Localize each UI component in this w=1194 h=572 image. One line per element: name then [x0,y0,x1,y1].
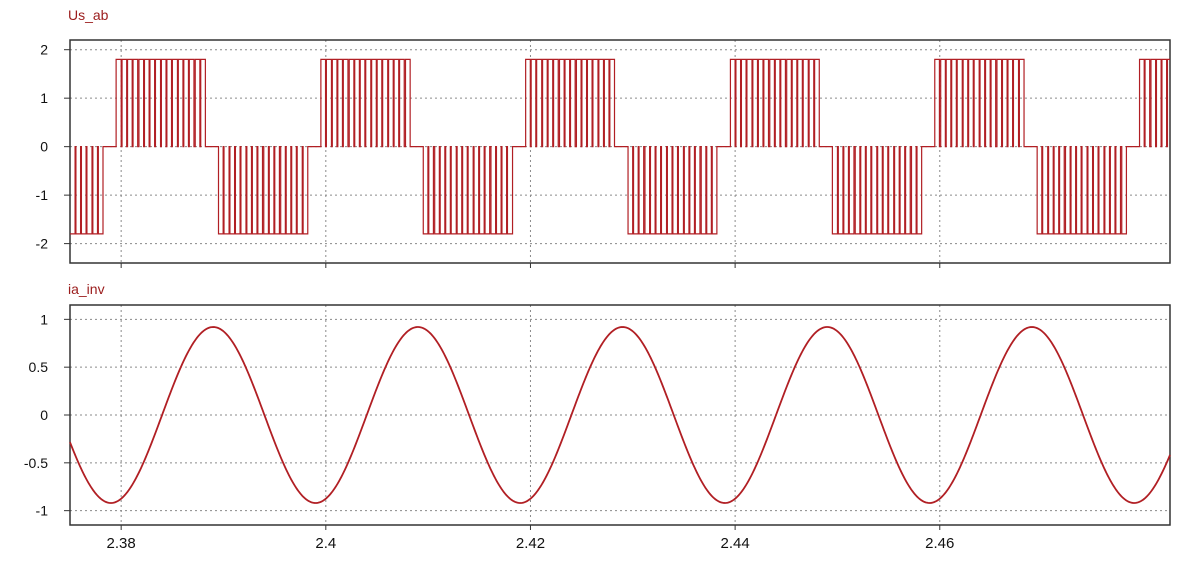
x-tick-label: 2.46 [925,535,954,552]
y-tick-label: -1 [36,503,49,519]
y-tick-label: -2 [36,236,49,252]
pwm-voltage-line [70,58,1170,235]
chart-1: Us_ab 2 1 0 -1 -2 [36,7,1171,268]
chart-2: ia_inv 1 0.5 0 -0.5 -1 2.38 2.4 2.42 2.44 2.46 [24,281,1171,552]
y-tick-label: 1 [40,90,48,106]
y-tick-label: 2 [40,42,48,58]
chart-layer: Us_ab 2 1 0 -1 -2 ia_inv 1 0.5 0 -0.5 -1 2.38 2.4 2.42… [24,7,1171,552]
y-tick-label: 0 [40,139,48,155]
chart-title: Us_ab [68,7,109,23]
x-tick-label: 2.4 [315,535,336,552]
chart-title: ia_inv [68,281,105,297]
y-tick-label: -1 [36,187,49,203]
x-tick-label: 2.42 [516,535,545,552]
y-tick-label: -0.5 [24,455,48,471]
y-tick-label: 0.5 [29,359,49,375]
plot-frame [69,39,1171,264]
y-tick-label: 1 [40,311,48,327]
y-tick-label: 0 [40,407,48,423]
x-tick-label: 2.38 [107,535,136,552]
current-sine-line [69,326,1171,504]
x-tick-label: 2.44 [721,535,750,552]
